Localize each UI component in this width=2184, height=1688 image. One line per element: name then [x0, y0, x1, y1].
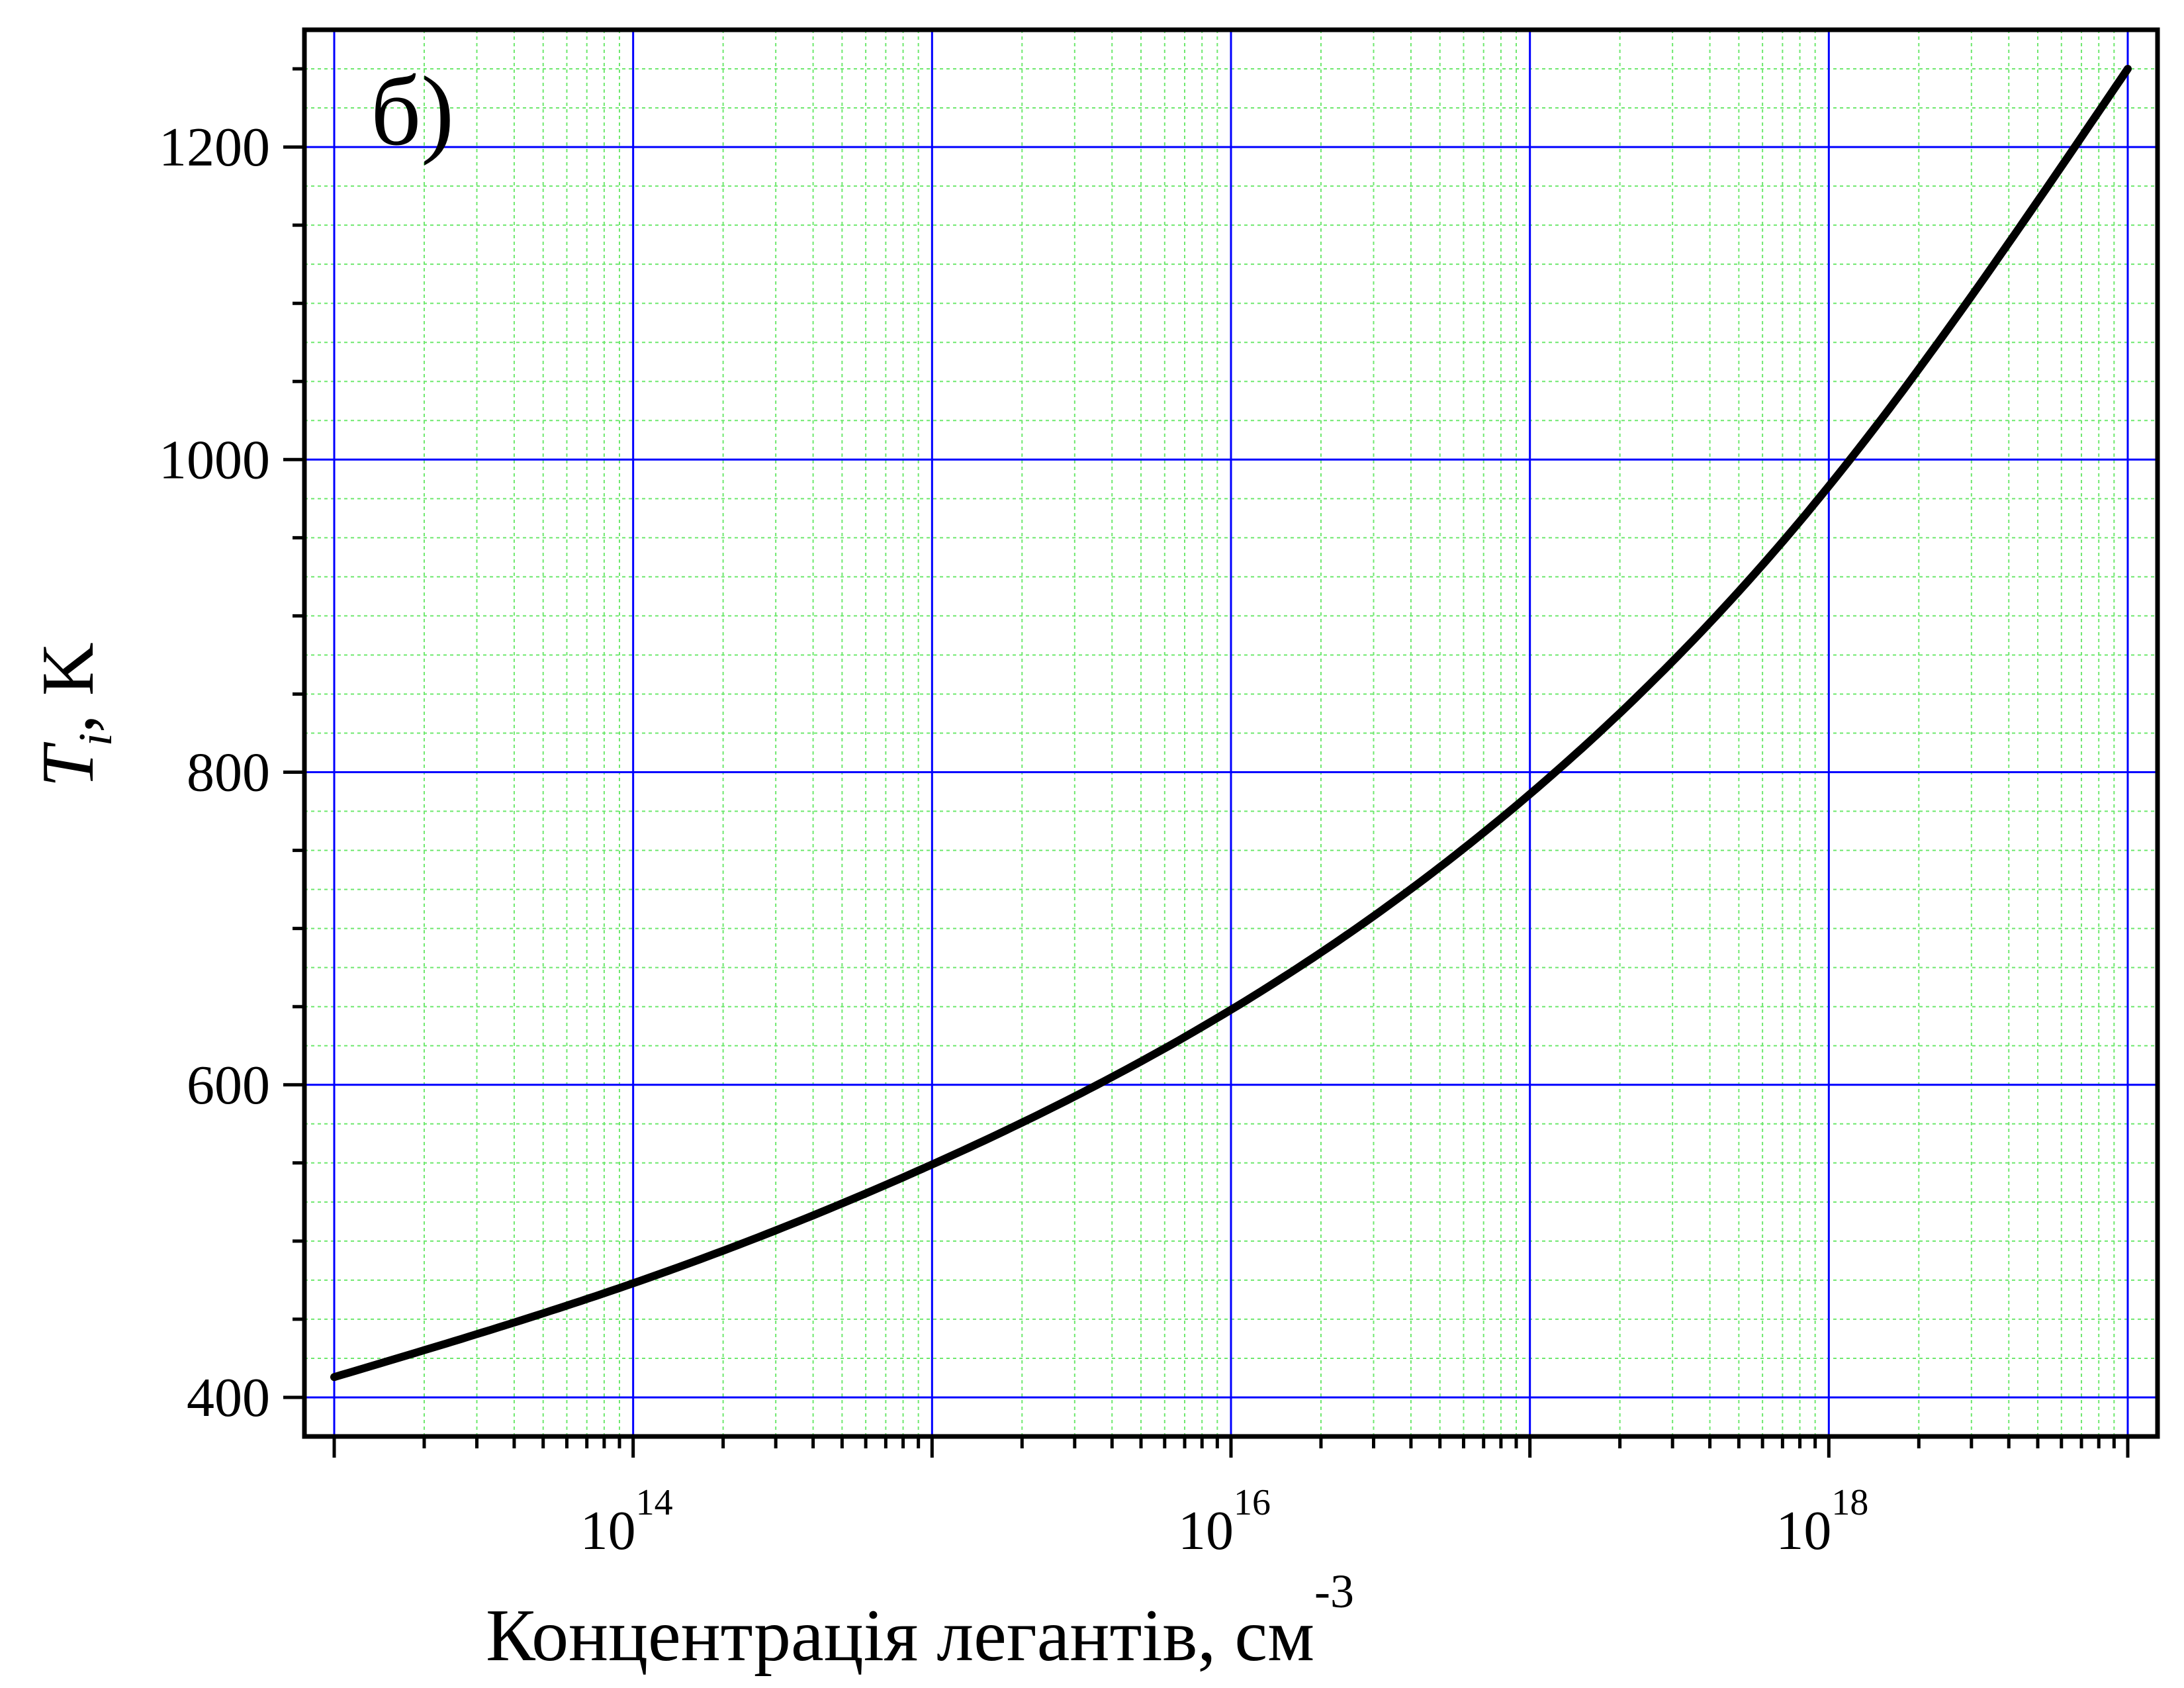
series-layer — [330, 65, 2132, 1382]
y-tick-label: 800 — [187, 742, 270, 804]
x-tick-label-base: 10 — [1178, 1500, 1234, 1562]
panel-label: б) — [371, 56, 454, 166]
y-axis-title-rest: , K — [27, 642, 109, 733]
data-point — [334, 1377, 335, 1378]
x-tick-label-exponent: 14 — [636, 1482, 673, 1523]
x-tick-label: 1018 — [1776, 1482, 1868, 1562]
x-tick-label-base: 10 — [1776, 1500, 1831, 1562]
y-axis-title-sub: i — [69, 733, 122, 746]
x-tick-label: 1016 — [1178, 1482, 1271, 1562]
data-point — [1231, 1009, 1232, 1010]
x-axis-title-main: Концентрація легантів, см — [486, 1595, 1314, 1677]
y-tick-label: 600 — [187, 1055, 270, 1116]
x-tick-label-exponent: 18 — [1831, 1482, 1868, 1523]
y-tick-label: 1200 — [159, 117, 270, 178]
y-tick-label: 400 — [187, 1367, 270, 1429]
x-axis-title: Концентрація легантів, см-3 — [486, 1565, 1354, 1677]
grid — [304, 29, 2158, 1437]
x-tick-label: 1014 — [580, 1482, 673, 1562]
data-point — [932, 1164, 933, 1165]
x-axis-title-superscript: -3 — [1314, 1565, 1354, 1618]
x-tick-label-exponent: 16 — [1234, 1482, 1271, 1523]
y-tick-label: 1000 — [159, 429, 270, 491]
series-line — [330, 65, 2132, 1382]
y-axis-title: Ti, K — [27, 642, 122, 787]
y-axis-title-main: T — [27, 742, 109, 788]
x-tick-label-base: 10 — [580, 1500, 636, 1562]
